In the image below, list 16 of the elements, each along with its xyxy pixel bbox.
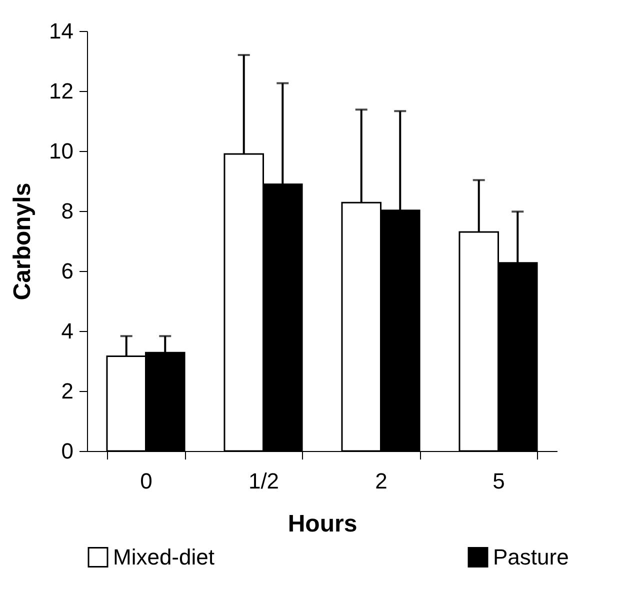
- x-tick-label: 2: [375, 468, 388, 494]
- y-tick-label: 2: [61, 378, 74, 404]
- y-axis-title: Carbonyls: [9, 182, 36, 300]
- y-tick-label: 10: [49, 138, 74, 164]
- x-axis-title: Hours: [288, 510, 358, 538]
- y-tick-label: 6: [61, 258, 74, 284]
- y-tick-label: 4: [61, 318, 74, 344]
- y-tick-label: 0: [61, 438, 74, 464]
- y-tick-label: 8: [61, 198, 74, 224]
- y-tick-label: 14: [49, 18, 74, 44]
- x-tick-label: 1/2: [248, 468, 280, 494]
- legend-label: Pasture: [493, 544, 569, 570]
- x-tick-label: 0: [140, 468, 152, 494]
- x-tick-label: 5: [492, 468, 505, 494]
- legend-label: Mixed-diet: [113, 544, 214, 570]
- y-tick-label: 12: [49, 78, 74, 104]
